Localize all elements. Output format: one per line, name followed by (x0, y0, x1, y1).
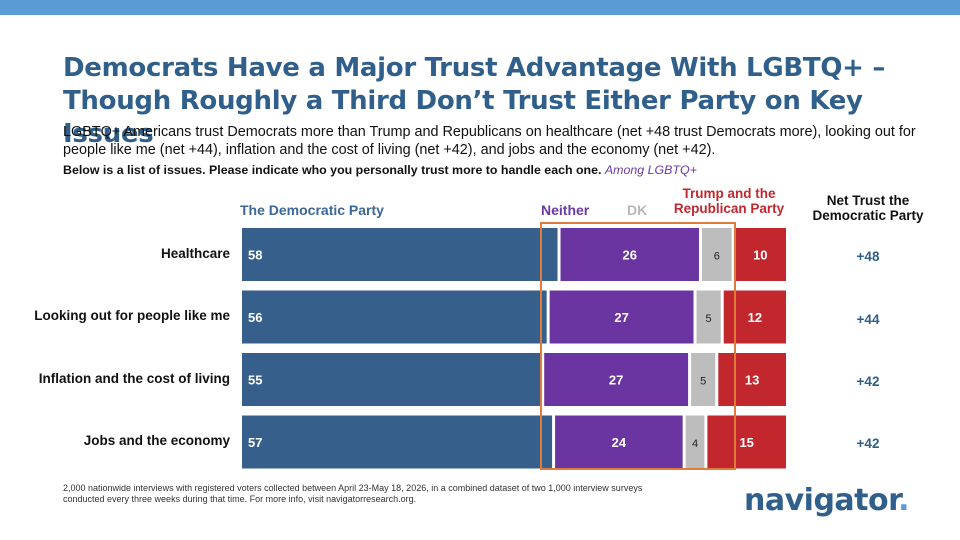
row-label-looking-out: Looking out for people like me (34, 308, 230, 323)
data-label-democratic-0: 58 (248, 248, 262, 263)
bar-dk-0 (701, 228, 732, 281)
logo-dot: . (898, 483, 910, 518)
data-label-neither-1: 27 (614, 310, 628, 325)
question-subgroup: Among LGBTQ+ (604, 163, 697, 177)
row-label-jobs: Jobs and the economy (83, 433, 230, 448)
data-label-dk-3: 4 (692, 438, 698, 450)
bar-republican-2 (718, 353, 786, 406)
data-label-dk-0: 6 (714, 251, 720, 263)
bar-dk-2 (691, 353, 716, 406)
net-trust-inflation: +42 (856, 374, 880, 389)
data-label-republican-2: 13 (745, 373, 759, 388)
top-accent-bar (0, 0, 960, 15)
bar-neither-3 (555, 415, 683, 469)
legend-dk: DK (627, 202, 648, 218)
net-trust-header: Net Trust the Democratic Party (812, 193, 924, 223)
legend-democratic: The Democratic Party (240, 202, 384, 218)
footnote: 2,000 nationwide interviews with registe… (63, 483, 643, 504)
data-label-democratic-2: 55 (248, 373, 262, 388)
survey-question: Below is a list of issues. Please indica… (63, 163, 923, 177)
legend-neither: Neither (541, 202, 590, 218)
data-label-dk-1: 5 (706, 313, 712, 325)
net-trust-looking-out: +44 (856, 312, 880, 327)
legend-republican: Trump and the Republican Party (673, 186, 785, 216)
data-label-democratic-1: 56 (248, 310, 262, 325)
navigator-logo: navigator. (744, 483, 910, 518)
question-text: Below is a list of issues. Please indica… (63, 163, 602, 177)
data-label-republican-0: 10 (753, 248, 767, 263)
data-label-republican-1: 12 (748, 310, 762, 325)
data-label-democratic-3: 57 (248, 435, 262, 450)
row-label-inflation: Inflation and the cost of living (38, 371, 230, 386)
bar-democratic-0 (242, 228, 558, 281)
net-trust-jobs: +42 (856, 436, 880, 451)
data-label-neither-2: 27 (609, 373, 623, 388)
bar-neither-1 (549, 290, 694, 344)
bar-democratic-3 (242, 415, 553, 469)
bar-dk-3 (685, 415, 705, 469)
row-label-healthcare: Healthcare (160, 246, 230, 261)
data-label-neither-0: 26 (623, 248, 637, 263)
data-label-dk-2: 5 (700, 376, 706, 388)
bar-republican-3 (707, 415, 786, 469)
data-label-neither-3: 24 (612, 435, 627, 450)
data-label-republican-3: 15 (739, 435, 753, 450)
net-trust-healthcare: +48 (856, 249, 880, 264)
page-title: Democrats Have a Major Trust Advantage W… (63, 53, 886, 149)
bar-dk-1 (696, 290, 721, 344)
bar-democratic-1 (242, 290, 547, 344)
bar-republican-0 (734, 228, 786, 281)
neither-dk-highlight-box (540, 222, 736, 470)
page-subtitle: LGBTQ+ Americans trust Democrats more th… (63, 124, 916, 158)
bar-neither-2 (544, 353, 689, 406)
bar-neither-0 (560, 228, 699, 281)
logo-text: navigator (744, 483, 899, 518)
bar-democratic-2 (242, 353, 542, 406)
